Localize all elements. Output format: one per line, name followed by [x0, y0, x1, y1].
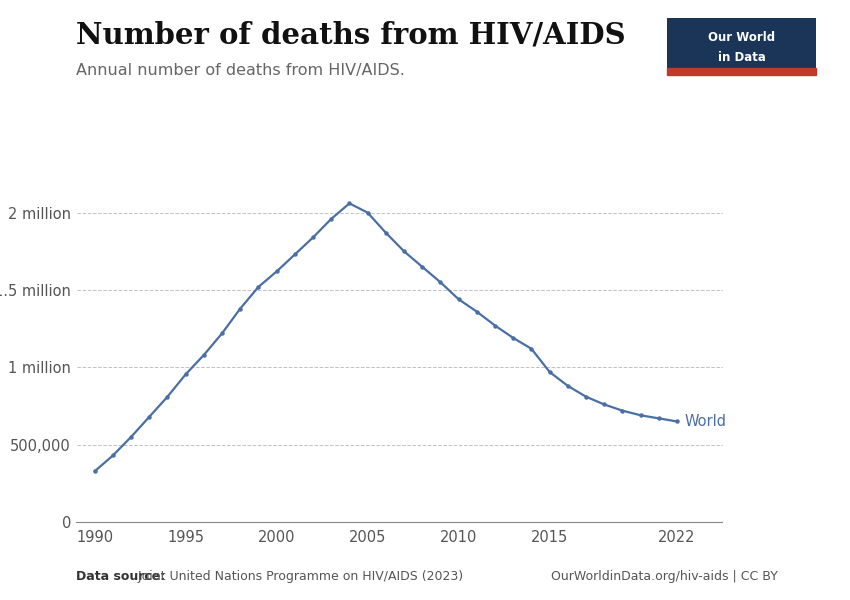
Text: Number of deaths from HIV/AIDS: Number of deaths from HIV/AIDS [76, 21, 626, 50]
Text: OurWorldinData.org/hiv-aids | CC BY: OurWorldinData.org/hiv-aids | CC BY [551, 570, 778, 583]
Bar [667, 68, 816, 75]
Text: Joint United Nations Programme on HIV/AIDS (2023): Joint United Nations Programme on HIV/AI… [134, 570, 463, 583]
Text: Data source:: Data source: [76, 570, 166, 583]
Text: Annual number of deaths from HIV/AIDS.: Annual number of deaths from HIV/AIDS. [76, 63, 405, 78]
Text: Our World: Our World [708, 31, 775, 44]
Text: in Data: in Data [717, 52, 766, 64]
Text: World: World [684, 414, 726, 429]
